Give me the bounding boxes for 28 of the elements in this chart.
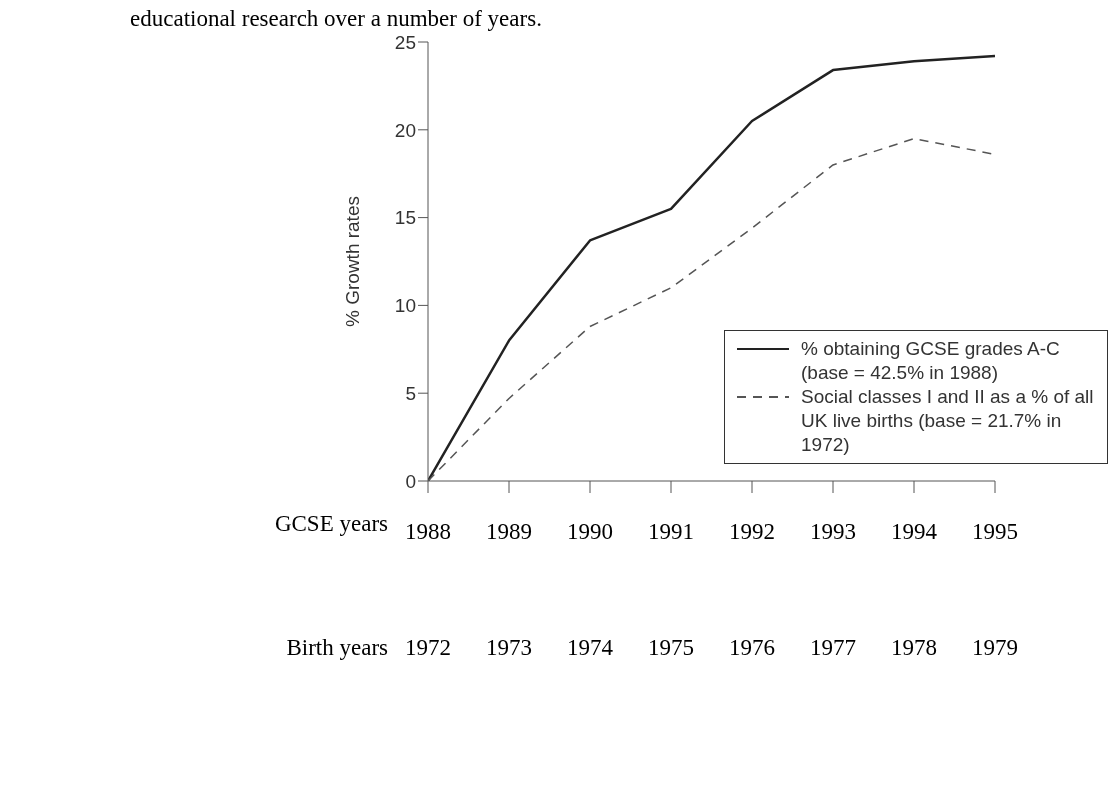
x-tick-label: 1990 (567, 519, 613, 545)
legend-label: Social classes I and II as a % of all UK live births (base = 21.7% in 1972) (801, 385, 1095, 457)
y-tick-label: 0 (405, 470, 416, 492)
x-tick-label: 1993 (810, 519, 856, 545)
y-tick-label: 20 (394, 119, 416, 141)
text: educational research over a number of years. (130, 6, 543, 31)
x-tick-label: 1994 (891, 519, 938, 545)
x-axis-title: GCSE years (274, 511, 389, 536)
x2-axis-title: Birth years (286, 635, 389, 660)
x-tick-label: 1991 (648, 519, 694, 545)
x-tick-label: 1989 (486, 519, 532, 545)
y-tick-label: 5 (405, 382, 416, 404)
y-tick-label: 15 (394, 207, 416, 229)
x2-tick-label: 1975 (648, 635, 694, 660)
x-tick-label: 1988 (405, 519, 451, 545)
x2-tick-label: 1976 (729, 635, 775, 660)
x2-tick-label: 1972 (405, 635, 451, 660)
legend-label: % obtaining GCSE grades A-C (base = 42.5% in 1988) (801, 337, 1061, 385)
x2-tick-label: 1977 (810, 635, 856, 660)
y-axis-title: % Growth rates (341, 196, 363, 327)
x2-tick-label: 1974 (567, 635, 614, 660)
x2-tick-label: 1979 (972, 635, 1018, 660)
y-tick-label: 10 (394, 295, 416, 317)
x2-tick-label: 1973 (486, 635, 532, 660)
y-tick-label: 25 (394, 31, 416, 53)
x-tick-label: 1992 (729, 519, 775, 545)
x-tick-label: 1995 (972, 519, 1018, 545)
x2-tick-label: 1978 (891, 635, 937, 660)
